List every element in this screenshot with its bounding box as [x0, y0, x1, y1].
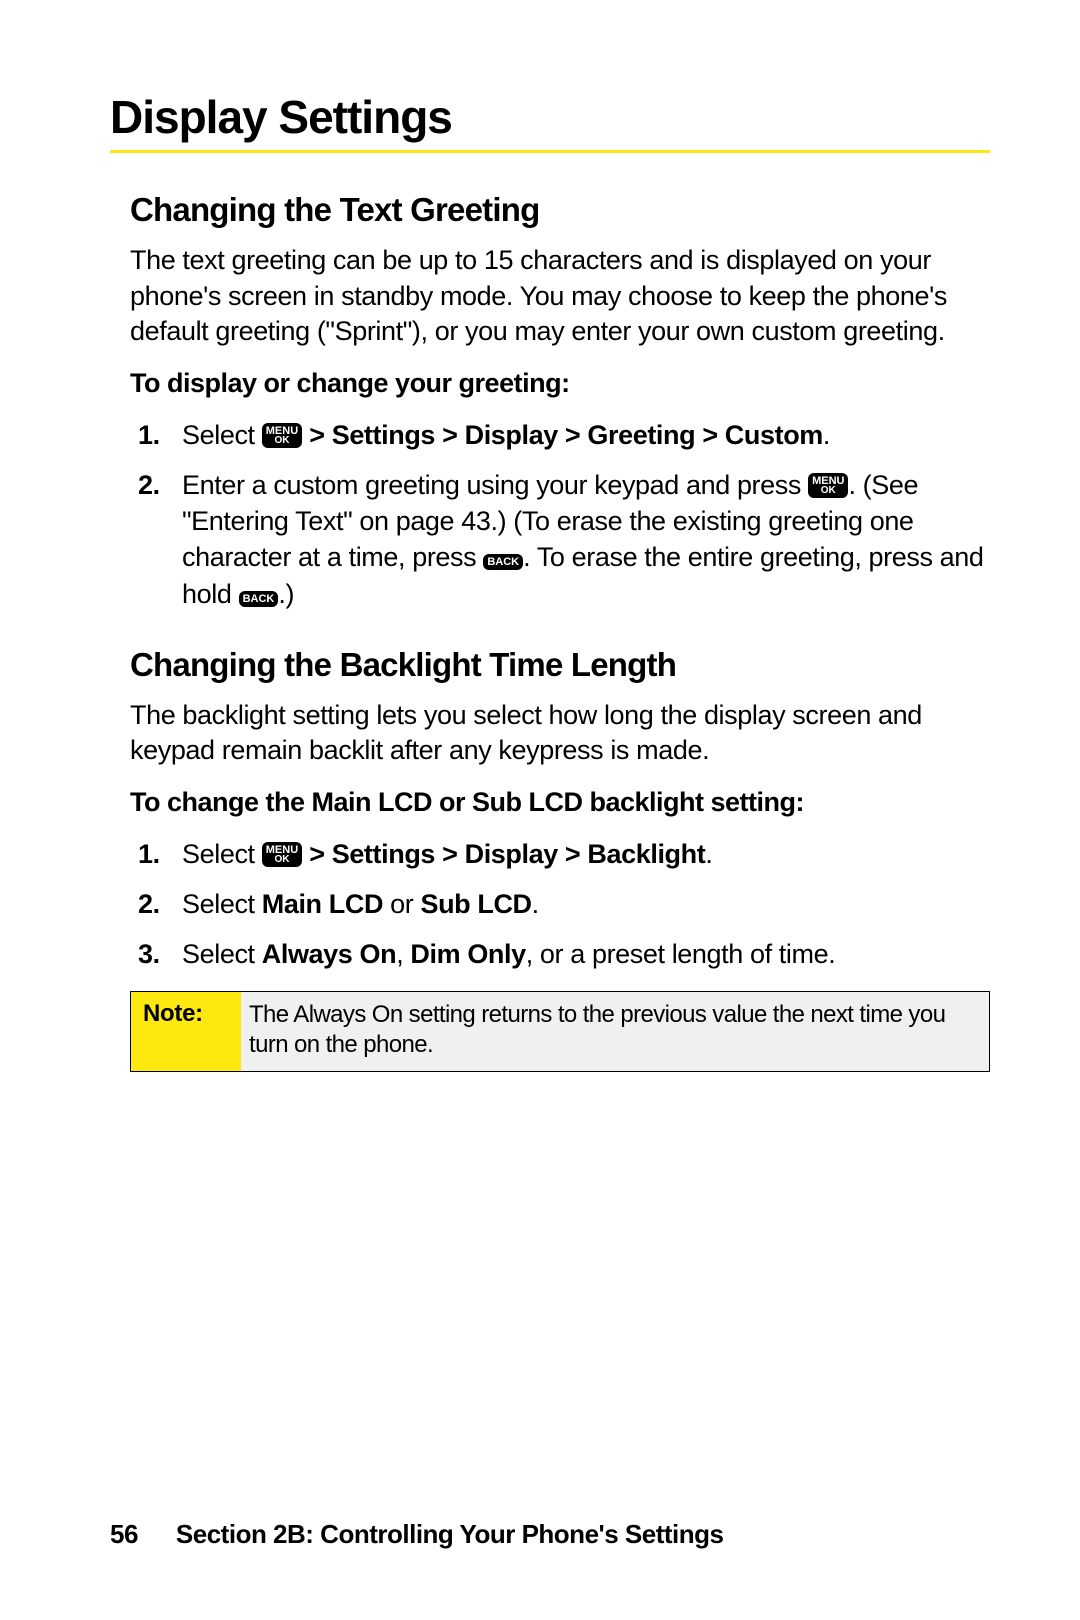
text-fragment: Enter a custom greeting using your keypa…	[182, 470, 808, 500]
text-fragment: Select	[182, 939, 262, 969]
note-text: The Always On setting returns to the pre…	[241, 992, 989, 1071]
section2-steps: Select MENUOK > Settings > Display > Bac…	[130, 836, 990, 973]
menu-path: > Settings > Display > Greeting > Custom	[302, 420, 823, 450]
section1-lead: To display or change your greeting:	[130, 368, 990, 399]
section2-heading: Changing the Backlight Time Length	[130, 646, 990, 684]
note-box: Note: The Always On setting returns to t…	[130, 991, 990, 1072]
text-fragment: Select	[182, 420, 262, 450]
title-underline	[110, 150, 990, 153]
section1-steps: Select MENUOK > Settings > Display > Gre…	[130, 417, 990, 612]
text-fragment: or	[383, 889, 420, 919]
section2-step-3: Select Always On, Dim Only, or a preset …	[130, 936, 990, 972]
section1-body: The text greeting can be up to 15 charac…	[130, 243, 990, 350]
text-fragment: Select	[182, 889, 262, 919]
text-fragment: Select	[182, 839, 262, 869]
text-fragment: ,	[396, 939, 410, 969]
option-label: Main LCD	[262, 889, 383, 919]
section1-step-1: Select MENUOK > Settings > Display > Gre…	[130, 417, 990, 453]
back-key-icon: BACK	[483, 554, 523, 570]
back-key-icon: BACK	[239, 591, 279, 607]
section1-step-2: Enter a custom greeting using your keypa…	[130, 467, 990, 612]
text-fragment: .	[823, 420, 830, 450]
option-label: Always On	[262, 939, 396, 969]
menu-ok-key-icon: MENUOK	[808, 473, 848, 498]
menu-ok-key-icon: MENUOK	[262, 842, 302, 867]
text-fragment: .)	[278, 579, 294, 609]
option-label: Sub LCD	[420, 889, 531, 919]
text-fragment: , or a preset length of time.	[526, 939, 836, 969]
footer-section: Section 2B: Controlling Your Phone's Set…	[176, 1519, 724, 1549]
text-fragment: .	[705, 839, 712, 869]
option-label: Dim Only	[410, 939, 525, 969]
menu-path: > Settings > Display > Backlight	[302, 839, 705, 869]
page-title: Display Settings	[110, 90, 990, 144]
section2-step-2: Select Main LCD or Sub LCD.	[130, 886, 990, 922]
page-number: 56	[110, 1519, 138, 1550]
page-footer: 56 Section 2B: Controlling Your Phone's S…	[110, 1519, 723, 1550]
section2-step-1: Select MENUOK > Settings > Display > Bac…	[130, 836, 990, 872]
menu-ok-key-icon: MENUOK	[262, 423, 302, 448]
section1-heading: Changing the Text Greeting	[130, 191, 990, 229]
section2-body: The backlight setting lets you select ho…	[130, 698, 990, 769]
note-label: Note:	[131, 992, 241, 1071]
section2-lead: To change the Main LCD or Sub LCD backli…	[130, 787, 990, 818]
text-fragment: .	[532, 889, 539, 919]
